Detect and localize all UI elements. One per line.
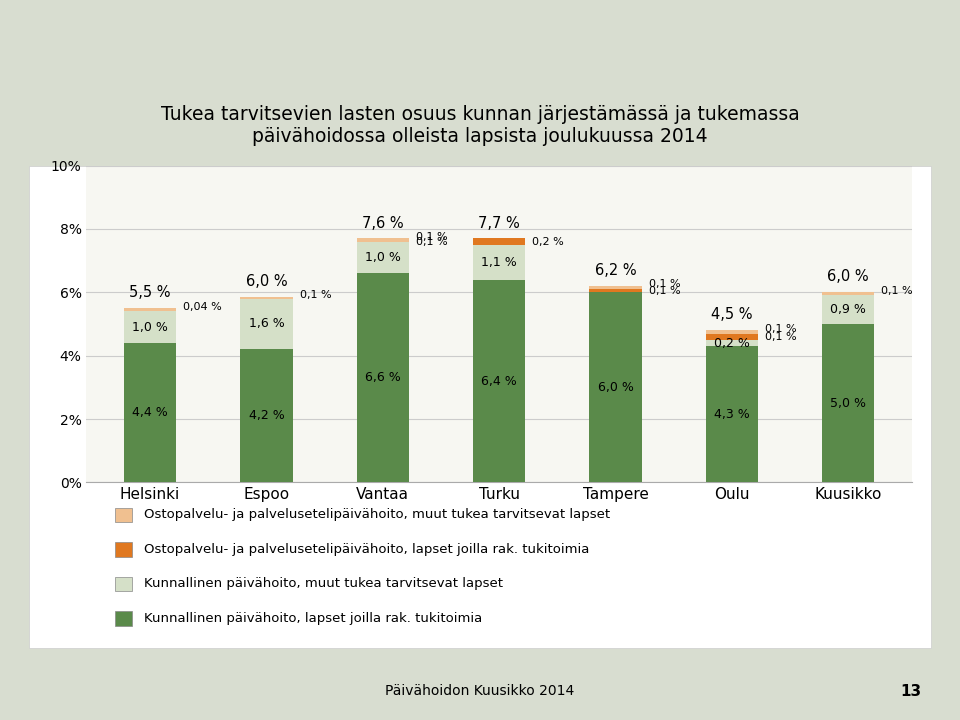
Text: 0,1 %: 0,1 % [649, 286, 681, 296]
Text: 6,0 %: 6,0 % [246, 274, 287, 289]
Text: 7,7 %: 7,7 % [478, 215, 520, 230]
Text: 0,1 %: 0,1 % [416, 232, 447, 242]
Bar [240, 297, 293, 299]
Text: 0,1 %: 0,1 % [881, 286, 913, 296]
Bar [473, 279, 525, 482]
Text: 1,1 %: 1,1 % [481, 256, 517, 269]
Bar [822, 292, 875, 295]
Text: 0,1 %: 0,1 % [300, 290, 331, 300]
Bar [706, 330, 758, 333]
Bar [124, 311, 177, 343]
Text: 4,5 %: 4,5 % [711, 307, 753, 323]
Text: 0,1 %: 0,1 % [649, 279, 681, 289]
Text: 0,1 %: 0,1 % [765, 332, 797, 342]
Bar [124, 308, 177, 311]
Text: Kunnallinen päivähoito, lapset joilla rak. tukitoimia: Kunnallinen päivähoito, lapset joilla ra… [144, 612, 482, 625]
Text: 5,5 %: 5,5 % [130, 285, 171, 300]
Bar [240, 349, 293, 482]
Text: 4,2 %: 4,2 % [249, 410, 284, 423]
Text: 0,1 %: 0,1 % [765, 324, 797, 334]
Bar [473, 245, 525, 279]
Text: 6,4 %: 6,4 % [481, 374, 517, 387]
Text: 1,0 %: 1,0 % [132, 320, 168, 333]
Bar [822, 295, 875, 324]
Bar [706, 333, 758, 340]
Bar [589, 289, 641, 292]
Text: 7,6 %: 7,6 % [362, 215, 403, 230]
Text: 1,0 %: 1,0 % [365, 251, 400, 264]
Bar [589, 286, 641, 289]
Text: 6,2 %: 6,2 % [595, 263, 636, 278]
Text: Päivähoidon Kuusikko 2014: Päivähoidon Kuusikko 2014 [385, 684, 575, 698]
Bar [473, 238, 525, 245]
Text: Ostopalvelu- ja palvelusetelipäivähoito, muut tukea tarvitsevat lapset: Ostopalvelu- ja palvelusetelipäivähoito,… [144, 508, 611, 521]
Text: 0,04 %: 0,04 % [183, 302, 222, 312]
Text: 6,0 %: 6,0 % [828, 269, 869, 284]
Bar [357, 274, 409, 482]
Bar [706, 340, 758, 346]
Text: 6,6 %: 6,6 % [365, 372, 400, 384]
Text: Kunnallinen päivähoito, muut tukea tarvitsevat lapset: Kunnallinen päivähoito, muut tukea tarvi… [144, 577, 503, 590]
Bar [124, 343, 177, 482]
Bar [822, 324, 875, 482]
Bar [706, 346, 758, 482]
Text: 0,1 %: 0,1 % [416, 237, 447, 247]
Bar [357, 242, 409, 274]
Text: Ostopalvelu- ja palvelusetelipäivähoito, lapset joilla rak. tukitoimia: Ostopalvelu- ja palvelusetelipäivähoito,… [144, 543, 589, 556]
Text: 13: 13 [900, 684, 922, 698]
Text: 4,3 %: 4,3 % [714, 408, 750, 420]
Text: 4,4 %: 4,4 % [132, 406, 168, 419]
Text: 1,6 %: 1,6 % [249, 318, 284, 330]
Text: 6,0 %: 6,0 % [598, 381, 634, 394]
Bar [240, 299, 293, 349]
Text: 0,2 %: 0,2 % [533, 237, 564, 247]
Bar [357, 238, 409, 242]
Text: Tukea tarvitsevien lasten osuus kunnan järjestämässä ja tukemassa
päivähoidossa : Tukea tarvitsevien lasten osuus kunnan j… [160, 106, 800, 146]
Bar [589, 292, 641, 482]
Text: 0,2 %: 0,2 % [714, 336, 750, 349]
Text: 5,0 %: 5,0 % [830, 397, 866, 410]
Text: 0,9 %: 0,9 % [830, 303, 866, 316]
